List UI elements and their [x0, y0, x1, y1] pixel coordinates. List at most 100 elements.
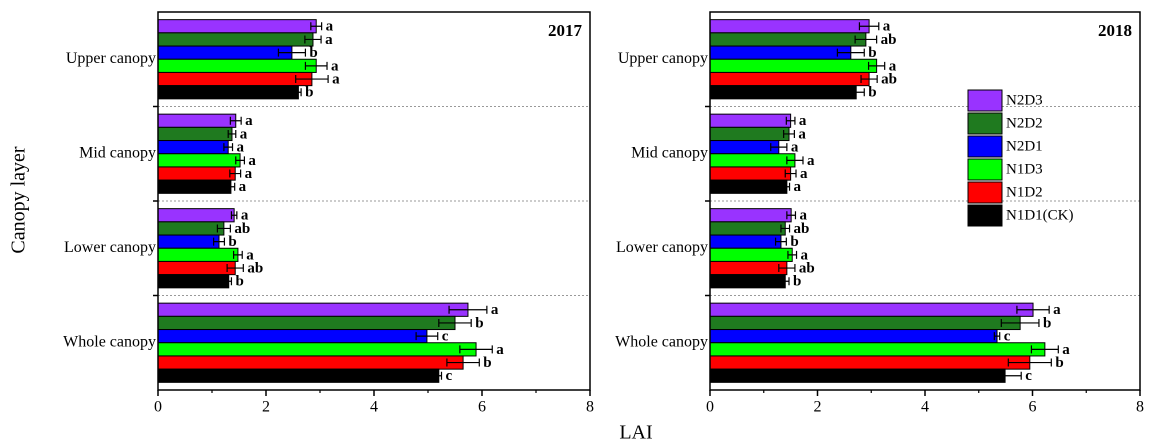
- bar: [709, 274, 786, 289]
- significance-letter: a: [883, 19, 891, 35]
- category-label: Mid canopy: [79, 144, 156, 161]
- bar: [709, 85, 857, 100]
- significance-letter: a: [1062, 342, 1070, 358]
- bar: [157, 179, 232, 194]
- bar: [709, 221, 786, 236]
- significance-letter: a: [791, 140, 799, 156]
- legend-swatch: [967, 181, 1003, 204]
- significance-letter: a: [332, 71, 340, 87]
- significance-letter: b: [475, 315, 483, 331]
- bar: [157, 71, 313, 87]
- error-bar: [415, 332, 439, 341]
- significance-letter: ab: [799, 260, 815, 276]
- bar: [709, 19, 870, 34]
- bar: [157, 315, 456, 331]
- error-bar: [847, 88, 865, 97]
- error-bar: [786, 211, 797, 220]
- legend-swatch: [967, 135, 1003, 158]
- significance-letter: a: [241, 208, 249, 224]
- significance-letter: ab: [247, 260, 263, 276]
- category-label: Whole canopy: [615, 333, 708, 350]
- error-bar: [787, 250, 798, 259]
- significance-letter: b: [483, 355, 491, 371]
- significance-letter: a: [326, 19, 334, 35]
- bar: [157, 355, 464, 370]
- bar: [157, 234, 220, 249]
- bar: [709, 234, 782, 249]
- bar: [157, 19, 317, 34]
- error-bar: [783, 182, 791, 191]
- significance-letter: ab: [881, 32, 897, 48]
- category-label: Lower canopy: [616, 239, 708, 256]
- bar: [157, 221, 225, 236]
- bar: [709, 140, 780, 155]
- bar: [709, 126, 790, 142]
- legend-swatch: [967, 158, 1003, 181]
- significance-letter: a: [246, 247, 254, 263]
- significance-letter: ab: [881, 71, 897, 87]
- error-bar: [277, 48, 307, 57]
- error-bar: [860, 75, 878, 84]
- bar: [709, 208, 792, 223]
- significance-letter: ab: [234, 221, 250, 237]
- bar: [709, 260, 788, 276]
- significance-letter: a: [245, 166, 253, 182]
- significance-letter: a: [248, 153, 256, 169]
- x-tick-label: 4: [921, 399, 929, 416]
- panel-annotation: 2017: [548, 21, 583, 40]
- significance-letter: a: [245, 113, 253, 129]
- bar: [709, 166, 792, 181]
- bar: [157, 166, 236, 181]
- bar: [709, 58, 878, 73]
- bar: [157, 153, 241, 168]
- error-bar: [780, 224, 791, 233]
- legend-swatch: [967, 89, 1003, 112]
- error-bar: [780, 277, 790, 286]
- error-bar: [784, 169, 797, 178]
- significance-letter: a: [331, 58, 339, 74]
- significance-letter: b: [1043, 315, 1051, 331]
- bar: [157, 45, 293, 60]
- error-bar: [448, 305, 488, 314]
- error-bar: [438, 318, 472, 327]
- bar: [157, 260, 236, 276]
- significance-letter: a: [798, 126, 806, 142]
- significance-letter: a: [800, 166, 808, 182]
- x-tick-label: 2: [262, 399, 270, 416]
- legend-swatch: [967, 112, 1003, 135]
- bar: [157, 329, 428, 344]
- significance-letter: a: [491, 302, 499, 318]
- significance-letter: a: [799, 113, 807, 129]
- error-bar: [223, 143, 234, 152]
- error-bar: [854, 35, 878, 44]
- category-label: Lower canopy: [64, 239, 156, 256]
- error-bar: [304, 61, 328, 70]
- bar: [709, 45, 852, 60]
- bar: [157, 32, 314, 47]
- bar: [709, 315, 1021, 331]
- error-bar: [770, 143, 788, 152]
- significance-letter: b: [305, 85, 313, 101]
- x-axis-label: LAI: [619, 422, 652, 444]
- significance-letter: c: [1025, 368, 1032, 384]
- error-bar: [226, 264, 244, 273]
- category-label: Whole canopy: [63, 333, 156, 350]
- error-bar: [226, 182, 236, 191]
- significance-letter: a: [239, 179, 247, 195]
- significance-letter: a: [325, 32, 333, 48]
- error-bar: [988, 371, 1022, 380]
- error-bar: [1007, 358, 1052, 367]
- error-bar: [225, 277, 233, 286]
- x-tick-label: 8: [586, 399, 594, 416]
- bar: [709, 71, 870, 87]
- y-axis-label: Canopy layer: [8, 146, 30, 254]
- panel-annotation: 2018: [1098, 21, 1132, 40]
- significance-letter: a: [237, 140, 245, 156]
- significance-letter: b: [868, 45, 876, 61]
- error-bar: [310, 22, 323, 31]
- error-bar: [295, 75, 329, 84]
- bar: [157, 208, 235, 223]
- error-bar: [778, 264, 796, 273]
- error-bar: [783, 129, 795, 138]
